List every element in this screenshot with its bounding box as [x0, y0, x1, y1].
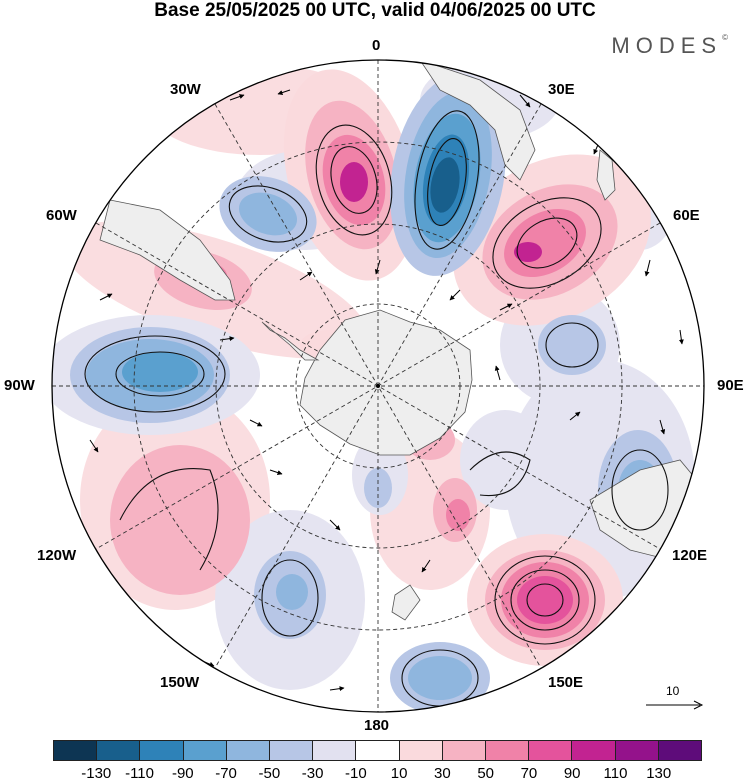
colorbar-segment	[313, 741, 357, 760]
madagascar	[596, 149, 616, 201]
colorbar-tick-label: -90	[171, 765, 194, 782]
colorbar-tick-label: -30	[301, 765, 324, 782]
colorbar-segment	[183, 741, 227, 760]
colorbar-segment	[658, 741, 702, 760]
colorbar-tick-label: 10	[390, 765, 408, 782]
streamlines	[84, 110, 669, 707]
colorbar-segment	[356, 741, 400, 760]
lon-label-150w: 150W	[160, 674, 200, 691]
colorbar-tick-label: -50	[258, 765, 281, 782]
colorbar-segment	[140, 741, 184, 760]
colorbar-segment	[572, 741, 616, 760]
reference-arrow-icon	[646, 700, 704, 710]
lon-label-120w: 120W	[37, 547, 77, 564]
colorbar-tick-label: 130	[646, 765, 672, 782]
colorbar-segment	[529, 741, 573, 760]
colorbar	[53, 740, 702, 761]
lon-label-90e: 90E	[717, 377, 744, 394]
colorbar-segment	[226, 741, 271, 760]
south-america-south	[99, 199, 236, 301]
colorbar-segment	[442, 741, 487, 760]
lon-label-30e: 30E	[548, 81, 575, 98]
colorbar-tick-label: -70	[215, 765, 237, 782]
colorbar-ticks: -130 -110 -90 -70 -50 -30 -10 10 30 50 70 90 110 130	[53, 765, 702, 783]
lon-label-180: 180	[364, 717, 390, 734]
lon-label-0: 0	[372, 37, 381, 54]
map-field	[52, 60, 704, 712]
map-title: Base 25/05/2025 00 UTC, valid 04/06/2025…	[154, 0, 596, 21]
lon-label-60w: 60W	[46, 207, 77, 224]
colorbar-tick-label: 50	[477, 765, 494, 782]
map-boundary	[51, 59, 705, 713]
reference-vector: 10	[644, 680, 706, 716]
colorbar-tick-label: 30	[434, 765, 451, 782]
lon-label-90w: 90W	[4, 377, 35, 394]
colorbar-tick-label: -130	[81, 765, 112, 782]
colorbar-segment	[54, 741, 98, 760]
colorbar-segment	[97, 741, 141, 760]
lon-label-120e: 120E	[672, 547, 708, 564]
new-zealand	[391, 584, 421, 621]
colorbar-tick-label: 110	[603, 765, 628, 782]
land-masses	[99, 60, 704, 621]
antarctic-peninsula	[261, 321, 320, 361]
colorbar-tick-label: -10	[345, 765, 367, 782]
colorbar-tick-label: 70	[520, 765, 538, 782]
antarctica	[299, 309, 473, 456]
pole-dot	[376, 384, 380, 388]
modes-logo: MODES©	[611, 33, 728, 58]
reference-vector-label: 10	[666, 684, 680, 698]
lon-label-60e: 60E	[673, 207, 700, 224]
colorbar-segment	[399, 741, 443, 760]
africa-south	[419, 60, 536, 181]
lon-label-150e: 150E	[548, 674, 584, 691]
colorbar-segment	[270, 741, 314, 760]
negative-anomaly-fills	[70, 74, 678, 712]
colorbar-segment	[486, 741, 530, 760]
colorbar-tick-label: -110	[125, 765, 154, 782]
lon-label-30w: 30W	[170, 81, 201, 98]
colorbar-tick-label: 90	[563, 765, 581, 782]
colorbar-segment	[615, 741, 659, 760]
